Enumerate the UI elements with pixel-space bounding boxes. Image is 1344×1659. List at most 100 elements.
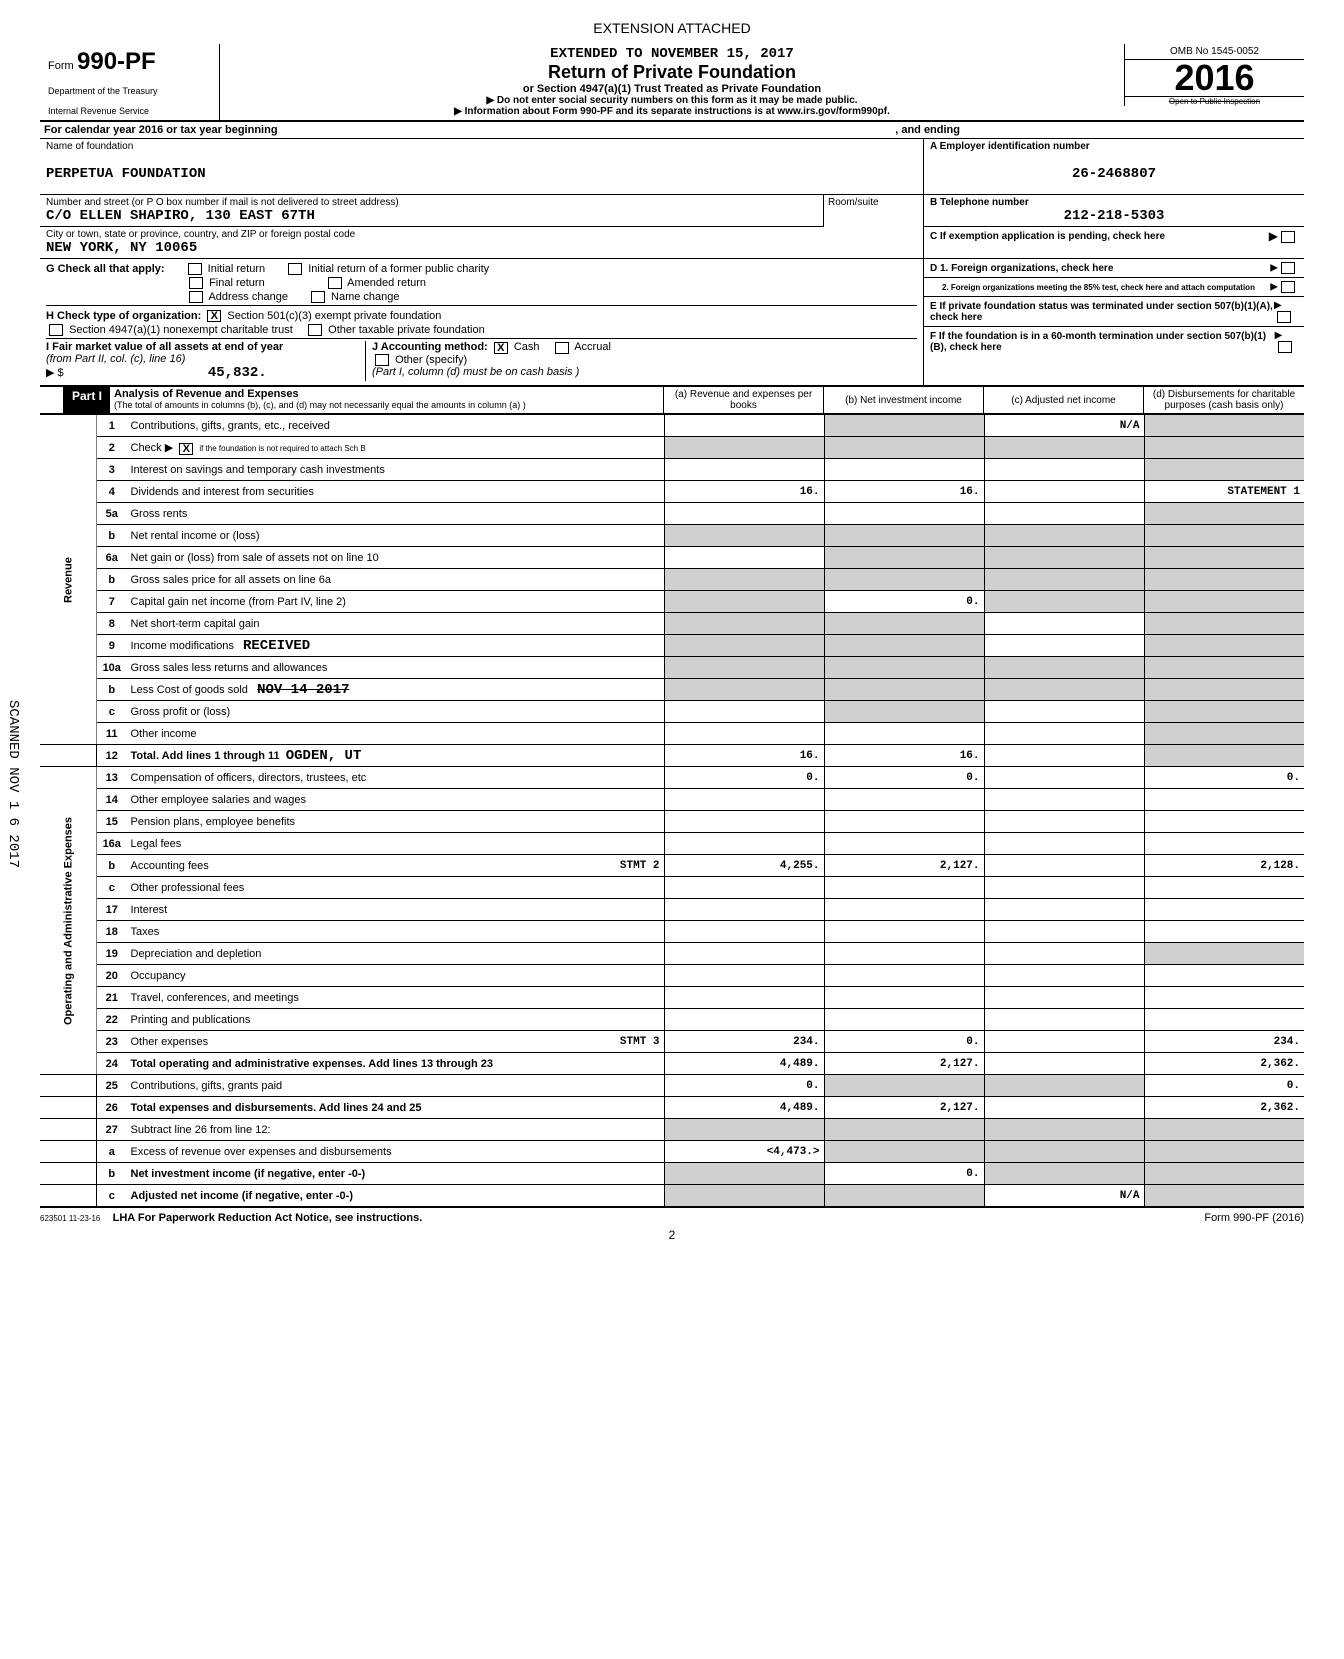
l4-b: 16. [824,481,984,503]
stamp-ogden: OGDEN, UT [286,748,362,764]
initial-former-check[interactable] [288,263,302,275]
f-check[interactable] [1278,341,1292,353]
line-num: 19 [97,943,127,965]
h-501c3-check[interactable]: X [207,310,221,322]
line-num: b [97,855,127,877]
amended-check[interactable] [328,277,342,289]
part1-header: Part I Analysis of Revenue and Expenses … [40,386,1304,414]
dept-treasury: Department of the Treasury [48,86,211,96]
line-desc: Printing and publications [127,1009,665,1031]
header-center: EXTENDED TO NOVEMBER 15, 2017 Return of … [220,44,1124,119]
form-header: Form 990-PF Department of the Treasury I… [40,44,1304,122]
l25-d: 0. [1144,1075,1304,1097]
l16b-a: 4,255. [664,855,824,877]
line-desc: Adjusted net income (if negative, enter … [127,1185,665,1207]
line-desc: Contributions, gifts, grants, etc., rece… [127,415,665,437]
amended-label: Amended return [347,277,426,289]
table-row: 18 Taxes [40,921,1304,943]
checks-section: G Check all that apply: Initial return I… [40,259,1304,386]
i-value: 45,832. [67,365,267,381]
table-row: 26 Total expenses and disbursements. Add… [40,1097,1304,1119]
room-suite: Room/suite [823,195,923,227]
l26-d: 2,362. [1144,1097,1304,1119]
line-num: a [97,1141,127,1163]
table-row: 24 Total operating and administrative ex… [40,1053,1304,1075]
line-num: 25 [97,1075,127,1097]
line-desc: Legal fees [127,833,665,855]
name-change-check[interactable] [311,291,325,303]
table-row: b Gross sales price for all assets on li… [40,569,1304,591]
line-desc: Capital gain net income (from Part IV, l… [127,591,665,613]
j-other-label: Other (specify) [395,354,467,366]
table-row: 19 Depreciation and depletion [40,943,1304,965]
form-id: 990-PF [77,48,156,75]
line-desc: Interest on savings and temporary cash i… [127,459,665,481]
table-row: 22 Printing and publications [40,1009,1304,1031]
initial-return-label: Initial return [208,263,265,275]
line-num: 15 [97,811,127,833]
line-desc: Gross profit or (loss) [127,701,665,723]
addr-change-check[interactable] [189,291,203,303]
line-num: c [97,1185,127,1207]
table-row: 8 Net short-term capital gain [40,613,1304,635]
l1-c: N/A [984,415,1144,437]
calendar-ending: , and ending [895,124,960,136]
l25-a: 0. [664,1075,824,1097]
line-num: 23 [97,1031,127,1053]
initial-return-check[interactable] [188,263,202,275]
table-row: 20 Occupancy [40,965,1304,987]
line-desc: Excess of revenue over expenses and disb… [127,1141,665,1163]
l27c-c: N/A [984,1185,1144,1207]
table-row: 7 Capital gain net income (from Part IV,… [40,591,1304,613]
expenses-side-label: Operating and Administrative Expenses [40,767,97,1075]
l12-a: 16. [664,745,824,767]
line-desc: Contributions, gifts, grants paid [127,1075,665,1097]
j-cash-check[interactable]: X [494,342,508,354]
l12-b: 16. [824,745,984,767]
page-footer: 623501 11-23-16 LHA For Paperwork Reduct… [40,1208,1304,1228]
addr-change-label: Address change [208,291,288,303]
l16b-d: 2,128. [1144,855,1304,877]
foundation-address: C/O ELLEN SHAPIRO, 130 EAST 67TH [46,208,817,224]
j-accrual-check[interactable] [555,342,569,354]
e-check[interactable] [1277,311,1291,323]
line-num: b [97,679,127,701]
d-check[interactable] [1281,262,1295,274]
line-desc: Income modifications RECEIVED [127,635,665,657]
h-other-check[interactable] [308,324,322,336]
addr-label: Number and street (or P O box number if … [46,197,817,208]
j-note: (Part I, column (d) must be on cash basi… [372,366,917,378]
table-row: c Adjusted net income (if negative, ente… [40,1185,1304,1207]
line-num: b [97,1163,127,1185]
col-d-header: (d) Disbursements for charitable purpose… [1144,387,1304,413]
final-return-check[interactable] [189,277,203,289]
line-num: 11 [97,723,127,745]
col-a-header: (a) Revenue and expenses per books [664,387,824,413]
line-num: 9 [97,635,127,657]
line-num: 12 [97,745,127,767]
c-checkbox[interactable] [1281,231,1295,243]
j-label: J Accounting method: [372,341,488,353]
table-row: b Accounting fees STMT 2 4,255. 2,127. 2… [40,855,1304,877]
foundation-name: PERPETUA FOUNDATION [46,166,917,182]
line-num: 6a [97,547,127,569]
line-desc: Net investment income (if negative, ente… [127,1163,665,1185]
line-num: 24 [97,1053,127,1075]
line-num: 8 [97,613,127,635]
j-other-check[interactable] [375,354,389,366]
line-num: 26 [97,1097,127,1119]
l2-check[interactable]: X [179,443,193,455]
year-box: OMB No 1545-0052 2016 Open to Public Ins… [1124,44,1304,106]
scanned-stamp: SCANNED NOV 1 6 2017 [5,700,21,868]
line-desc: Other professional fees [127,877,665,899]
line-desc: Total expenses and disbursements. Add li… [127,1097,665,1119]
foundation-info: Name of foundation PERPETUA FOUNDATION N… [40,139,1304,259]
line-num: 21 [97,987,127,1009]
footer-code: 623501 11-23-16 [40,1214,100,1223]
line-desc: Net gain or (loss) from sale of assets n… [127,547,665,569]
revenue-side-label: Revenue [40,415,97,745]
h-4947-check[interactable] [49,324,63,336]
d2-check[interactable] [1281,281,1295,293]
table-row: 25 Contributions, gifts, grants paid 0. … [40,1075,1304,1097]
d-label: D 1. Foreign organizations, check here [930,263,1113,274]
